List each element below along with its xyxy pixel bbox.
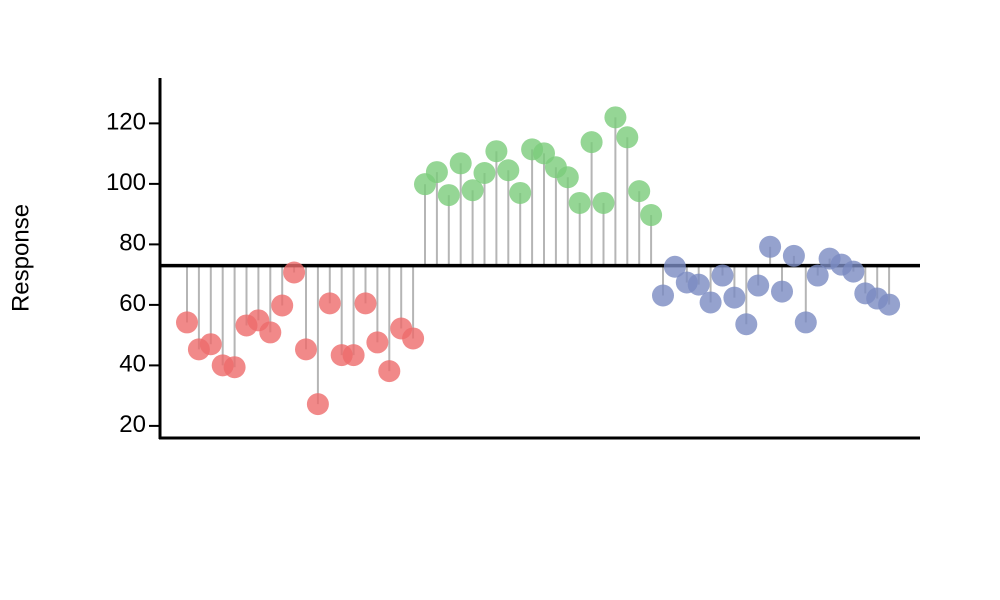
point [806,264,829,287]
point [223,356,246,379]
y-tick-label: 80 [119,230,146,257]
point [711,264,734,287]
point [794,311,817,334]
point [663,255,686,278]
y-tick-label: 20 [119,411,146,438]
point [723,286,746,309]
point [509,181,532,204]
point [318,292,341,315]
point [628,180,651,203]
point [366,331,389,354]
point [652,284,674,307]
point [556,166,579,189]
point [842,260,865,283]
point [461,179,484,202]
y-tick-label: 60 [119,290,146,317]
point [497,159,520,182]
point [604,106,627,129]
point [771,280,793,303]
point [747,274,770,297]
point [759,235,782,258]
y-axis-label: Response [7,204,34,312]
point [402,327,425,350]
point [640,204,663,227]
point [283,261,306,284]
point [568,191,591,214]
point [699,291,722,314]
point [295,338,317,361]
point [687,273,710,296]
y-tick-label: 100 [106,169,146,196]
point [580,131,603,154]
point [878,293,901,316]
point [306,393,329,416]
point [616,126,639,149]
point [485,140,508,163]
point [354,292,377,315]
y-tick-label: 40 [119,351,146,378]
point [782,244,805,267]
point [378,360,401,383]
point [592,191,615,214]
point [449,152,472,175]
point [259,321,282,344]
point [271,294,294,317]
y-tick-label: 120 [106,109,146,136]
point [199,333,222,356]
point [176,311,198,334]
point [342,344,365,367]
point [735,313,758,336]
point [437,184,460,207]
point [425,161,448,184]
point [473,161,496,184]
